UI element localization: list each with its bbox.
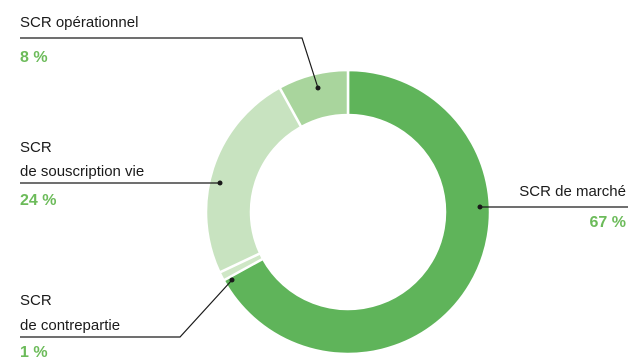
leader-dot-marche <box>477 204 483 210</box>
label-scr-souscription-line1: SCR <box>20 139 52 156</box>
slice-scr-souscription-vie <box>204 85 303 275</box>
leader-line-contrepartie <box>20 279 233 338</box>
value-scr-contrepartie: 1 % <box>20 344 48 360</box>
slices-group <box>204 68 492 356</box>
value-scr-marche: 67 % <box>590 214 626 231</box>
label-scr-marche: SCR de marché <box>519 183 626 200</box>
leader-line-operationnel <box>20 37 319 89</box>
label-scr-souscription-line2: de souscription vie <box>20 163 144 180</box>
label-scr-operationnel: SCR opérationnel <box>20 14 138 31</box>
slice-scr-marche <box>221 68 492 356</box>
label-scr-contrepartie-line1: SCR <box>20 292 52 309</box>
value-scr-operationnel: 8 % <box>20 49 48 66</box>
leader-dot-operationnel <box>315 85 321 91</box>
leader-dot-contrepartie <box>229 277 235 283</box>
leader-dot-souscription <box>217 180 223 186</box>
value-scr-souscription: 24 % <box>20 192 56 209</box>
label-scr-contrepartie-line2: de contrepartie <box>20 317 120 334</box>
slice-scr-operationnel <box>277 68 350 129</box>
